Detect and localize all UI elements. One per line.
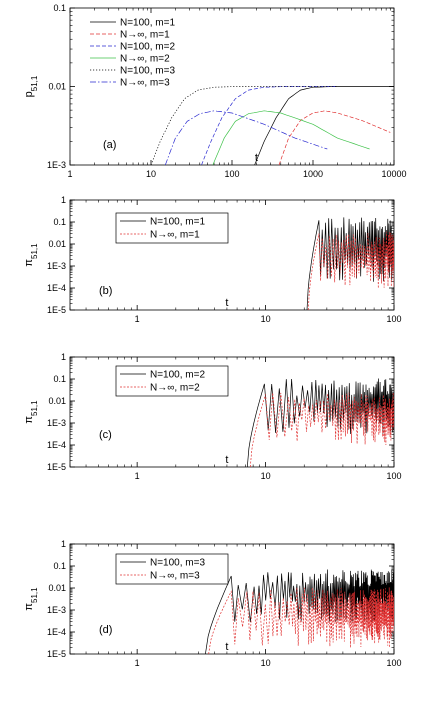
legend-entry: N→∞, m=3 [150, 571, 200, 582]
series-line-1 [254, 86, 394, 165]
x-tick-label: 10 [261, 471, 271, 481]
legend-entry: N→∞, m=1 [120, 30, 170, 41]
y-tick-label: 1E-3 [47, 160, 66, 170]
x-tick-label: 10 [146, 169, 156, 179]
x-tick-label: 100 [386, 314, 401, 324]
y-axis-label: p51,1 [23, 75, 39, 97]
x-tick-label: 10 [261, 314, 271, 324]
panel-label: (a) [103, 139, 116, 151]
x-tick-label: 1 [67, 169, 72, 179]
legend: N=100, m=1N→∞, m=1N=100, m=2N→∞, m=2N=10… [90, 18, 175, 89]
y-tick-label: 0.01 [48, 82, 66, 92]
legend-entry: N→∞, m=1 [150, 230, 200, 241]
series-group [246, 378, 394, 467]
y-tick-label: 1 [61, 195, 66, 205]
x-tick-label: 100 [386, 471, 401, 481]
series-line-2 [307, 231, 394, 310]
x-tick-label: 1 [135, 658, 140, 668]
chart-panel-1: 1 10 100 1000 10000 1E-3 0.01 0.1 p51,1 t (a) N=100… [23, 3, 407, 179]
legend-entry: N=100, m=2 [120, 42, 175, 53]
legend-entry: N=100, m=1 [150, 217, 205, 228]
legend: N=100, m=1 N→∞, m=1 [115, 212, 229, 244]
legend-entry: N→∞, m=2 [150, 383, 200, 394]
y-tick-label: 0.01 [48, 396, 66, 406]
y-tick-label: 1E-5 [47, 649, 66, 659]
x-axis-label: t [225, 454, 228, 466]
y-tick-label: 0.1 [53, 561, 66, 571]
y-tick-label: 1E-5 [47, 305, 66, 315]
series-group [306, 217, 394, 310]
y-tick-label: 0.1 [53, 374, 66, 384]
legend-entry: N=100, m=3 [150, 558, 205, 569]
panel-label: (d) [99, 624, 112, 636]
y-tick-label: 0.1 [53, 217, 66, 227]
series-line-2 [249, 392, 394, 467]
legend-box [115, 553, 229, 585]
y-tick-label: 0.01 [48, 239, 66, 249]
y-tick-label: 0.01 [48, 583, 66, 593]
x-tick-label: 100 [386, 658, 401, 668]
y-tick-label: 1E-3 [47, 605, 66, 615]
y-axis-label: π51,1 [23, 587, 39, 611]
y-tick-label: 1 [61, 539, 66, 549]
y-tick-label: 1E-3 [47, 418, 66, 428]
legend: N=100, m=3 N→∞, m=3 [115, 553, 229, 585]
legend-box [115, 212, 229, 244]
y-tick-label: 1E-5 [47, 462, 66, 472]
x-axis-label: t [225, 641, 228, 653]
y-tick-label: 1 [61, 352, 66, 362]
x-tick-label: 1 [135, 471, 140, 481]
x-axis-label: t [255, 152, 258, 164]
legend: N=100, m=2 N→∞, m=2 [115, 365, 229, 397]
legend-entry: N=100, m=1 [120, 18, 175, 29]
series-line-1 [246, 378, 394, 467]
x-tick-label: 10000 [381, 169, 406, 179]
legend-box [115, 365, 229, 397]
series-line-5 [150, 86, 338, 165]
x-tick-label: 10 [261, 658, 271, 668]
series-group [150, 86, 394, 165]
x-tick-label: 1 [135, 314, 140, 324]
chart-panel-4: 1 10 100 1E-5 1E-4 1E-3 0.01 0.1 1 π51,1 t (d) N=100… [23, 539, 402, 668]
x-axis-label: t [225, 297, 228, 309]
series-line-4 [212, 110, 370, 165]
series-group [205, 569, 394, 654]
panel-label: (b) [99, 285, 112, 297]
legend-entry: N→∞, m=3 [120, 78, 170, 89]
series-line-2 [208, 587, 394, 654]
y-tick-label: 1E-4 [47, 440, 66, 450]
series-line-3 [201, 86, 338, 165]
series-line-6 [164, 110, 328, 165]
y-tick-label: 1E-4 [47, 283, 66, 293]
series-line-2 [278, 110, 391, 165]
x-tick-label: 100 [224, 169, 239, 179]
y-tick-label: 0.1 [53, 3, 66, 13]
y-axis-label: π51,1 [23, 400, 39, 424]
x-tick-label: 1000 [303, 169, 323, 179]
legend-entry: N=100, m=2 [150, 370, 205, 381]
y-axis-label: π51,1 [23, 243, 39, 267]
y-tick-label: 1E-4 [47, 627, 66, 637]
legend-entry: N→∞, m=2 [120, 54, 170, 65]
y-tick-label: 1E-3 [47, 261, 66, 271]
legend-entry: N=100, m=3 [120, 66, 175, 77]
chart-panel-2: 1 10 100 1E-5 1E-4 1E-3 0.01 0.1 1 π51,1 t (b) N=100… [23, 195, 402, 324]
panel-label: (c) [99, 429, 112, 441]
chart-panel-3: 1 10 100 1E-5 1E-4 1E-3 0.01 0.1 1 π51,1 t (c) N=100… [23, 352, 402, 481]
